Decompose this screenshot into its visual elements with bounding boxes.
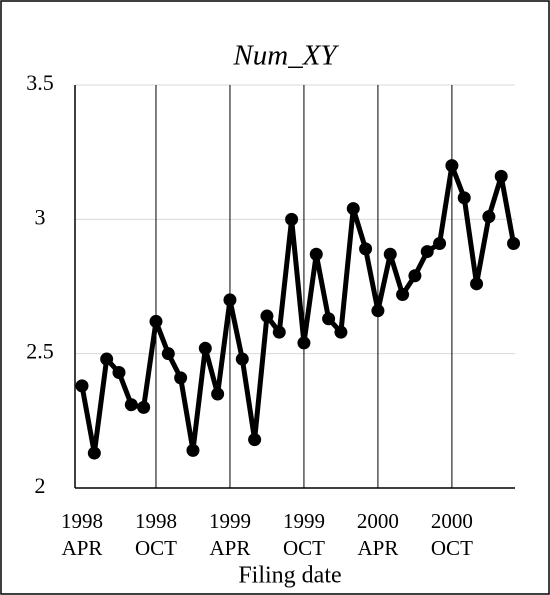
point bbox=[211, 387, 225, 401]
point bbox=[87, 446, 101, 460]
x-tick-label: 2000 APR bbox=[356, 509, 399, 560]
point bbox=[285, 212, 299, 226]
point bbox=[124, 398, 138, 412]
point bbox=[322, 312, 336, 326]
x-tick-label: 1999 APR bbox=[208, 509, 251, 560]
point bbox=[359, 242, 373, 256]
point bbox=[346, 202, 360, 216]
x-tick-label: 1999 OCT bbox=[282, 509, 325, 560]
x-axis-label: Filing date bbox=[238, 563, 341, 589]
point bbox=[198, 341, 212, 355]
point bbox=[482, 210, 496, 224]
y-tick-label: 3 bbox=[35, 204, 46, 229]
point bbox=[100, 352, 114, 366]
point bbox=[309, 247, 323, 261]
point bbox=[383, 247, 397, 261]
point bbox=[174, 371, 188, 385]
point bbox=[223, 293, 237, 307]
series-line bbox=[79, 163, 517, 456]
point bbox=[260, 309, 274, 323]
point bbox=[334, 325, 348, 339]
x-tick-label: 2000 OCT bbox=[430, 509, 473, 560]
point bbox=[112, 365, 126, 379]
point bbox=[396, 288, 410, 302]
x-tick-label: 1998 OCT bbox=[134, 509, 177, 560]
y-tick-label: 2 bbox=[35, 473, 46, 498]
point bbox=[137, 400, 151, 414]
point bbox=[248, 433, 262, 447]
point bbox=[161, 347, 175, 361]
point bbox=[494, 169, 508, 183]
y-tick-label: 3.5 bbox=[26, 70, 54, 95]
point bbox=[507, 237, 521, 251]
point bbox=[470, 277, 484, 291]
point bbox=[297, 336, 311, 350]
point bbox=[75, 379, 89, 393]
point bbox=[371, 304, 385, 318]
point bbox=[420, 245, 434, 259]
point bbox=[445, 159, 459, 173]
point bbox=[433, 237, 447, 251]
point bbox=[272, 325, 286, 339]
point bbox=[457, 191, 471, 205]
x-tick-label: 1998 APR bbox=[61, 509, 103, 560]
point bbox=[149, 314, 163, 328]
point bbox=[186, 443, 200, 457]
point bbox=[408, 269, 422, 283]
y-tick-label: 2.5 bbox=[26, 339, 54, 364]
chart-title: Num_XY bbox=[232, 40, 339, 72]
point bbox=[235, 352, 249, 366]
